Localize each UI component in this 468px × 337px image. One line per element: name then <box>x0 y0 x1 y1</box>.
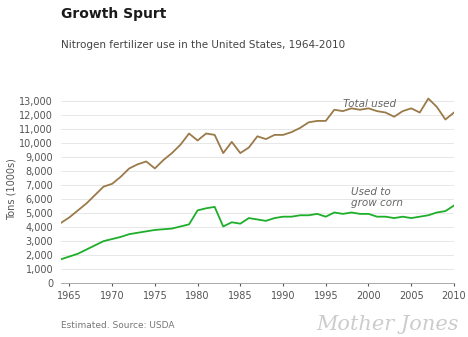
Text: Nitrogen fertilizer use in the United States, 1964-2010: Nitrogen fertilizer use in the United St… <box>61 40 345 51</box>
Text: Total used: Total used <box>343 98 396 109</box>
Text: Mother Jones: Mother Jones <box>316 315 459 334</box>
Text: Estimated. Source: USDA: Estimated. Source: USDA <box>61 321 175 330</box>
Text: Used to
grow corn: Used to grow corn <box>351 187 403 208</box>
Y-axis label: Tons (1000s): Tons (1000s) <box>7 158 16 220</box>
Text: Growth Spurt: Growth Spurt <box>61 7 166 21</box>
